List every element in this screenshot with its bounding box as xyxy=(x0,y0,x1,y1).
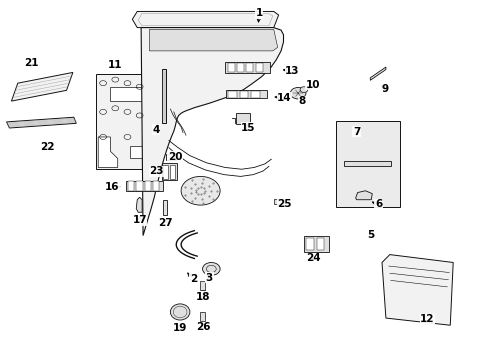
Circle shape xyxy=(181,176,220,205)
Polygon shape xyxy=(11,72,73,101)
Polygon shape xyxy=(141,28,283,235)
Bar xyxy=(251,91,260,98)
Text: 20: 20 xyxy=(168,152,182,162)
Bar xyxy=(237,63,244,72)
Text: 6: 6 xyxy=(374,199,382,210)
Text: 23: 23 xyxy=(149,166,163,176)
Polygon shape xyxy=(355,191,371,200)
Text: 17: 17 xyxy=(132,215,147,225)
Bar xyxy=(255,63,262,72)
Text: 1: 1 xyxy=(255,8,262,18)
Ellipse shape xyxy=(170,304,189,320)
Bar xyxy=(166,154,176,160)
Text: 11: 11 xyxy=(108,60,122,70)
Text: 25: 25 xyxy=(277,199,291,210)
Bar xyxy=(335,121,399,207)
Bar xyxy=(227,91,236,98)
Circle shape xyxy=(290,87,305,99)
Text: 7: 7 xyxy=(352,127,360,136)
Polygon shape xyxy=(98,137,118,167)
Bar xyxy=(273,199,282,204)
Polygon shape xyxy=(369,67,385,80)
Bar xyxy=(110,87,142,101)
Text: 10: 10 xyxy=(305,80,319,90)
Bar xyxy=(144,181,151,191)
Bar xyxy=(225,90,267,98)
Text: 3: 3 xyxy=(205,273,213,283)
Text: 21: 21 xyxy=(23,58,38,68)
Bar xyxy=(235,113,250,125)
Polygon shape xyxy=(381,255,452,325)
Text: 5: 5 xyxy=(367,230,374,239)
Bar xyxy=(304,235,329,252)
Polygon shape xyxy=(132,12,278,28)
Text: 24: 24 xyxy=(306,253,321,263)
Bar xyxy=(96,74,153,169)
Text: 14: 14 xyxy=(277,93,291,103)
Bar xyxy=(224,62,269,73)
Bar xyxy=(227,63,234,72)
Polygon shape xyxy=(344,161,390,166)
Text: 8: 8 xyxy=(298,96,305,106)
Bar xyxy=(136,181,142,191)
Circle shape xyxy=(300,87,307,93)
Text: 2: 2 xyxy=(189,274,197,284)
Text: 19: 19 xyxy=(173,323,187,333)
Bar xyxy=(126,181,163,192)
Bar xyxy=(130,146,149,158)
Bar xyxy=(162,200,167,215)
Bar xyxy=(153,181,159,191)
Text: 27: 27 xyxy=(158,218,172,228)
Bar xyxy=(163,165,167,179)
Bar xyxy=(128,181,134,191)
Bar xyxy=(246,63,253,72)
Polygon shape xyxy=(161,69,166,123)
Bar xyxy=(161,163,177,180)
Circle shape xyxy=(202,262,220,275)
Bar xyxy=(169,165,174,179)
Text: 26: 26 xyxy=(195,322,210,332)
Bar xyxy=(316,238,324,250)
Text: 13: 13 xyxy=(285,66,299,76)
Bar xyxy=(305,238,313,250)
Text: 9: 9 xyxy=(381,84,387,94)
Text: 22: 22 xyxy=(40,142,54,152)
Text: 15: 15 xyxy=(241,123,255,133)
Text: 18: 18 xyxy=(195,292,210,302)
Text: 12: 12 xyxy=(419,314,434,324)
Polygon shape xyxy=(6,117,76,128)
Text: 4: 4 xyxy=(152,125,159,135)
Bar xyxy=(199,312,205,320)
Polygon shape xyxy=(149,30,277,51)
Bar xyxy=(239,91,248,98)
Polygon shape xyxy=(136,197,142,212)
Bar xyxy=(199,282,205,291)
Text: 16: 16 xyxy=(104,182,119,192)
